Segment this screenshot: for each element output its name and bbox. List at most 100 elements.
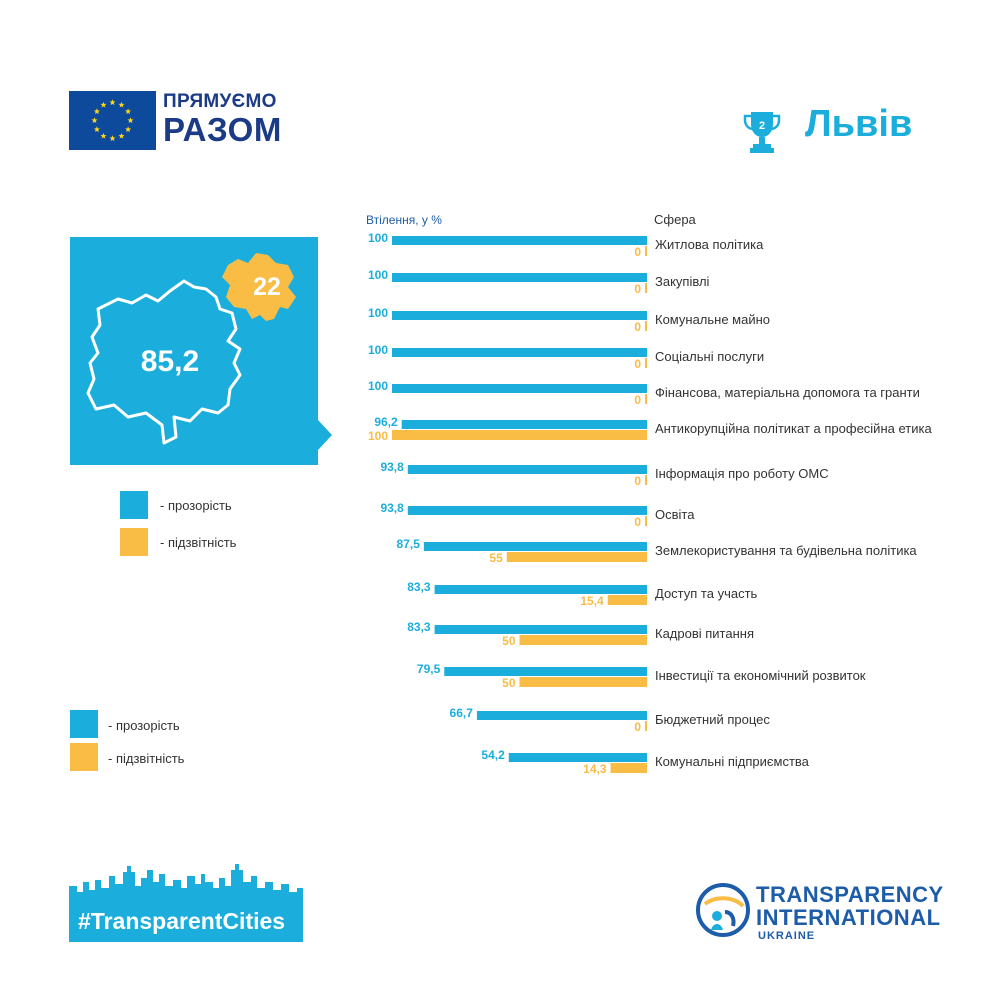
city-outline-shape <box>86 279 242 445</box>
bar-accountability-value: 100 <box>368 429 388 443</box>
eu-star <box>118 132 125 139</box>
legend-accountability-label: - підзвітність <box>160 535 237 550</box>
bar-accountability-value: 0 <box>634 282 641 296</box>
category-label: Землекористування та будівельна політика <box>655 543 917 558</box>
category-label: Кадрові питання <box>655 626 754 641</box>
category-label: Фінансова, матеріальна допомога та грант… <box>655 385 920 400</box>
bar-accountability <box>645 475 647 485</box>
bar-accountability-value: 0 <box>634 393 641 407</box>
bar-accountability <box>645 246 647 256</box>
bar-accountability-value: 0 <box>634 245 641 259</box>
category-label: Інвестиції та економічний розвиток <box>655 668 866 683</box>
eu-star <box>93 108 100 115</box>
bar-accountability <box>645 394 647 404</box>
bar-accountability <box>645 358 647 368</box>
eu-star <box>91 117 98 124</box>
bar-accountability <box>645 283 647 293</box>
legend-transparency-swatch <box>120 491 148 519</box>
bar-transparency-value: 66,7 <box>450 706 474 720</box>
bar-transparency <box>508 753 647 762</box>
bar-transparency-value: 96,2 <box>374 415 398 429</box>
bar-accountability <box>392 430 647 440</box>
accountability-score: 22 <box>253 273 281 301</box>
city-skyline-shape <box>69 864 303 898</box>
chart-category-header: Сфера <box>654 212 697 227</box>
ti-globe-icon <box>696 883 750 937</box>
bar-transparency-value: 79,5 <box>417 662 441 676</box>
bar-accountability <box>645 721 647 731</box>
bar-accountability-value: 0 <box>634 720 641 734</box>
category-label: Бюджетний процес <box>655 712 770 727</box>
category-label: Житлова політика <box>655 237 764 252</box>
bar-transparency-value: 87,5 <box>397 537 421 551</box>
bar-accountability-value: 50 <box>502 634 516 648</box>
eu-star <box>125 126 132 133</box>
bar-transparency <box>392 273 647 282</box>
legend-transparency-label: - прозорість <box>160 498 232 513</box>
trophy-rank: 2 <box>759 120 765 132</box>
bar-accountability <box>519 677 647 687</box>
bar-transparency <box>407 506 647 515</box>
eu-star <box>100 132 107 139</box>
bar-transparency-value: 54,2 <box>481 748 505 762</box>
category-label: Закупівлі <box>655 274 710 289</box>
city-title: Львів <box>805 103 913 145</box>
bar-transparency <box>392 236 647 245</box>
eu-logo-line2: РАЗОМ <box>163 111 282 148</box>
legend2-accountability-label: - підзвітність <box>108 751 185 766</box>
bar-transparency <box>423 542 647 551</box>
bar-transparency-value: 100 <box>368 268 388 282</box>
bar-transparency <box>434 625 647 634</box>
legend2-transparency-swatch <box>70 710 98 738</box>
transparency-score: 85,2 <box>141 345 199 378</box>
ti-logo-text: TRANSPARENCY INTERNATIONAL UKRAINE <box>756 884 944 942</box>
bar-transparency <box>476 711 647 720</box>
bar-transparency-value: 83,3 <box>407 580 431 594</box>
bar-accountability <box>506 552 647 562</box>
eu-star <box>93 126 100 133</box>
bar-transparency <box>392 384 647 393</box>
category-label: Доступ та участь <box>655 586 758 601</box>
ti-line3: UKRAINE <box>758 930 816 942</box>
bar-transparency-value: 100 <box>368 231 388 245</box>
eu-stars-icon <box>91 99 134 142</box>
bar-accountability <box>519 635 647 645</box>
eu-star <box>127 117 134 124</box>
bar-transparency <box>407 465 647 474</box>
chart-bars: 100 0 Житлова політика 100 0 Закупівлі 100 0 Ком… <box>368 231 932 776</box>
eu-logo-line1: ПРЯМУЄМО <box>163 91 277 112</box>
category-label: Інформація про роботу ОМС <box>655 466 829 481</box>
bar-accountability <box>607 595 647 605</box>
category-label: Антикорупційна політикат а професійна ет… <box>655 421 932 436</box>
legend-accountability-swatch <box>120 528 148 556</box>
bar-transparency-value: 100 <box>368 343 388 357</box>
category-label: Освіта <box>655 507 695 522</box>
district-shape <box>222 253 296 321</box>
eu-star <box>125 108 132 115</box>
bar-transparency <box>392 348 647 357</box>
eu-flag-logo <box>69 91 156 150</box>
bar-transparency-value: 93,8 <box>380 501 404 515</box>
eu-star <box>100 101 107 108</box>
eu-star <box>118 101 125 108</box>
category-label: Комунальні підприємства <box>655 754 810 769</box>
bar-accountability-value: 14,3 <box>583 762 607 776</box>
bar-transparency <box>444 667 647 676</box>
bar-accountability-value: 0 <box>634 515 641 529</box>
city-map: 85,2 22 <box>86 253 296 445</box>
hashtag-text: #TransparentCities <box>78 908 286 934</box>
bar-transparency <box>434 585 647 594</box>
bar-transparency-value: 100 <box>368 306 388 320</box>
bar-accountability-value: 0 <box>634 474 641 488</box>
trophy-icon: 2 <box>743 112 781 153</box>
transparent-cities-logo <box>69 864 303 942</box>
eu-logo-text: ПРЯМУЄМО РАЗОМ <box>163 92 282 146</box>
bar-accountability-value: 50 <box>502 676 516 690</box>
eu-star <box>109 135 116 142</box>
bar-transparency-value: 83,3 <box>407 620 431 634</box>
eu-star <box>109 99 116 106</box>
chart-xlabel: Втілення, у % <box>366 213 442 227</box>
bar-accountability <box>645 321 647 331</box>
bar-accountability <box>610 763 647 773</box>
bar-accountability-value: 0 <box>634 357 641 371</box>
